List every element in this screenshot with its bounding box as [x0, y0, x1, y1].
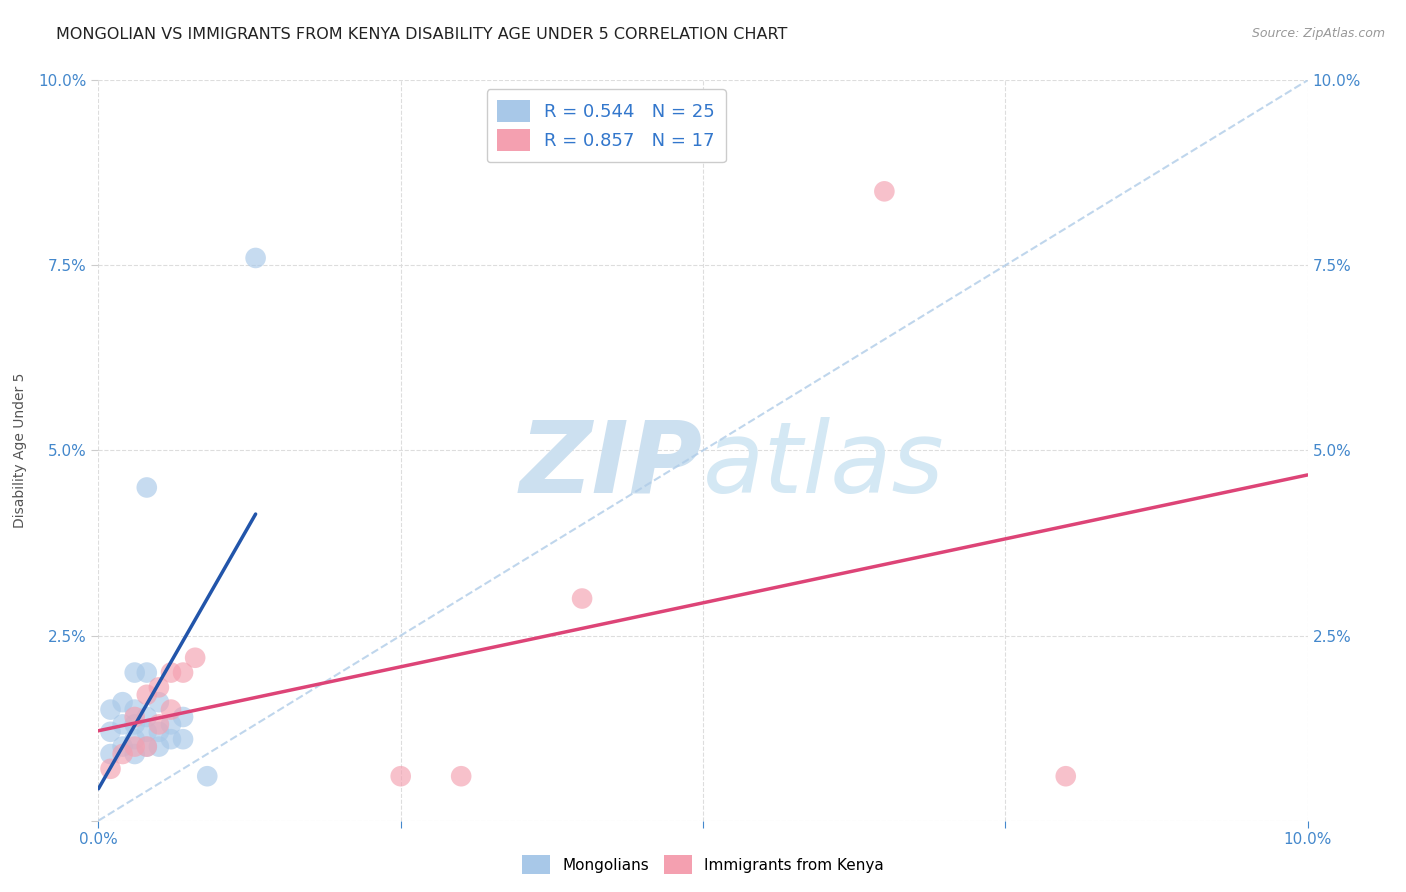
- Point: [571, 591, 593, 606]
- Y-axis label: Disability Age Under 5: Disability Age Under 5: [13, 373, 27, 528]
- Point: [148, 724, 170, 739]
- Text: MONGOLIAN VS IMMIGRANTS FROM KENYA DISABILITY AGE UNDER 5 CORRELATION CHART: MONGOLIAN VS IMMIGRANTS FROM KENYA DISAB…: [56, 27, 787, 42]
- Point: [450, 769, 472, 783]
- Point: [160, 717, 183, 731]
- Point: [172, 710, 194, 724]
- Point: [1054, 769, 1077, 783]
- Point: [184, 650, 207, 665]
- Point: [135, 724, 157, 739]
- Point: [195, 769, 218, 783]
- Point: [148, 681, 170, 695]
- Point: [111, 695, 134, 709]
- Point: [124, 717, 146, 731]
- Legend: R = 0.544   N = 25, R = 0.857   N = 17: R = 0.544 N = 25, R = 0.857 N = 17: [486, 89, 725, 162]
- Point: [124, 703, 146, 717]
- Point: [160, 665, 183, 680]
- Point: [111, 747, 134, 761]
- Point: [245, 251, 267, 265]
- Point: [124, 710, 146, 724]
- Legend: Mongolians, Immigrants from Kenya: Mongolians, Immigrants from Kenya: [516, 849, 890, 880]
- Point: [160, 732, 183, 747]
- Point: [135, 688, 157, 702]
- Point: [172, 732, 194, 747]
- Point: [172, 665, 194, 680]
- Point: [124, 747, 146, 761]
- Text: Source: ZipAtlas.com: Source: ZipAtlas.com: [1251, 27, 1385, 40]
- Point: [135, 665, 157, 680]
- Point: [148, 695, 170, 709]
- Point: [124, 739, 146, 754]
- Point: [873, 184, 896, 198]
- Point: [135, 739, 157, 754]
- Point: [124, 732, 146, 747]
- Point: [111, 739, 134, 754]
- Point: [135, 710, 157, 724]
- Point: [148, 739, 170, 754]
- Point: [135, 739, 157, 754]
- Point: [100, 762, 122, 776]
- Point: [100, 703, 122, 717]
- Point: [111, 717, 134, 731]
- Point: [100, 747, 122, 761]
- Point: [148, 717, 170, 731]
- Point: [124, 665, 146, 680]
- Text: ZIP: ZIP: [520, 417, 703, 514]
- Point: [135, 481, 157, 495]
- Point: [389, 769, 412, 783]
- Point: [160, 703, 183, 717]
- Text: atlas: atlas: [703, 417, 945, 514]
- Point: [100, 724, 122, 739]
